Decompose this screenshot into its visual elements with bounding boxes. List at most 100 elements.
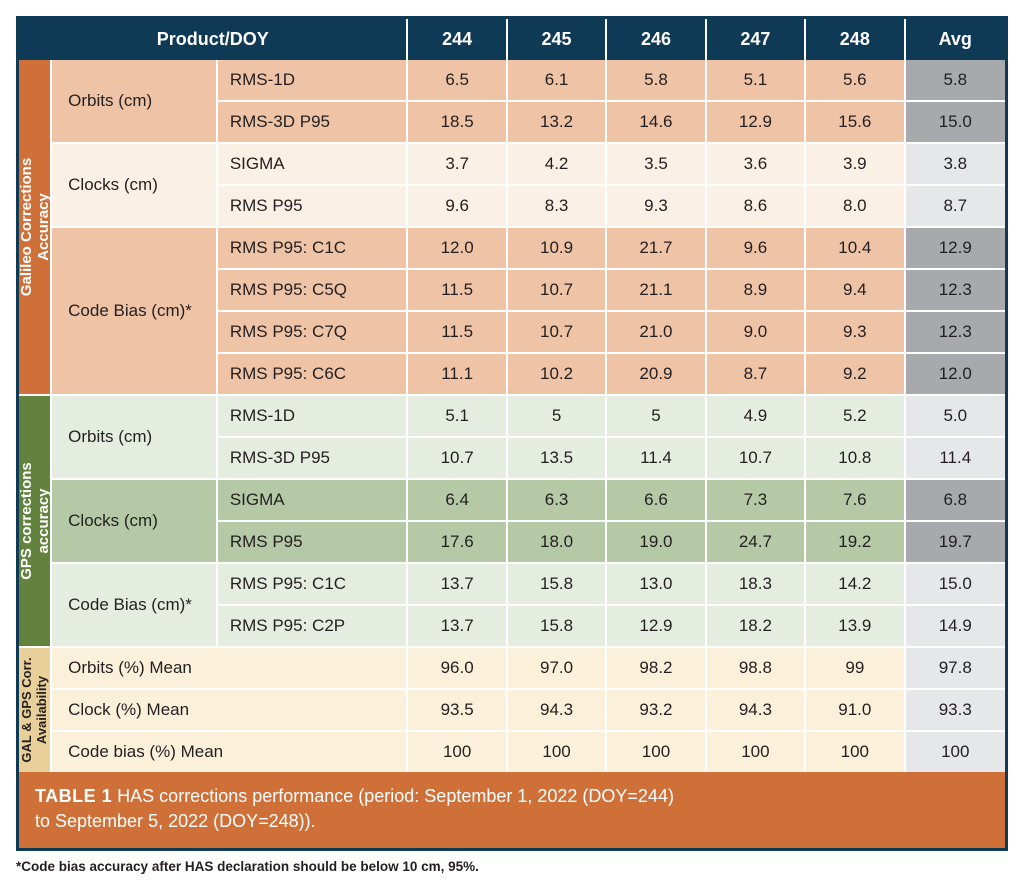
value-cell: 10.4 bbox=[806, 226, 905, 268]
value-cell: 10.9 bbox=[508, 226, 607, 268]
avg-cell: 6.8 bbox=[906, 478, 1005, 520]
value-cell: 5 bbox=[508, 394, 607, 436]
table-row: Code Bias (cm)*RMS P95: C1C13.715.813.01… bbox=[19, 562, 1005, 604]
group-label: Code Bias (cm)* bbox=[52, 562, 218, 646]
value-cell: 93.2 bbox=[607, 688, 706, 730]
value-cell: 12.0 bbox=[408, 226, 507, 268]
value-cell: 15.6 bbox=[806, 100, 905, 142]
table-row: Clocks (cm)SIGMA3.74.23.53.63.93.8 bbox=[19, 142, 1005, 184]
metric-label: RMS P95: C5Q bbox=[218, 268, 409, 310]
group-label: Orbits (cm) bbox=[52, 394, 218, 478]
avg-cell: 12.9 bbox=[906, 226, 1005, 268]
value-cell: 13.5 bbox=[508, 436, 607, 478]
value-cell: 100 bbox=[508, 730, 607, 772]
caption-line1: HAS corrections performance (period: Sep… bbox=[112, 786, 674, 806]
value-cell: 5.6 bbox=[806, 60, 905, 100]
value-cell: 11.4 bbox=[607, 436, 706, 478]
col-day-246: 246 bbox=[607, 19, 706, 60]
value-cell: 14.2 bbox=[806, 562, 905, 604]
value-cell: 12.9 bbox=[607, 604, 706, 646]
avg-cell: 19.7 bbox=[906, 520, 1005, 562]
value-cell: 13.2 bbox=[508, 100, 607, 142]
table-wrapper: Product/DOY 244 245 246 247 248 Avg Gali… bbox=[16, 16, 1008, 874]
table-row: GAL & GPS Corr.AvailabilityOrbits (%) Me… bbox=[19, 646, 1005, 688]
metric-label: RMS P95: C1C bbox=[218, 562, 409, 604]
metric-label: SIGMA bbox=[218, 142, 409, 184]
value-cell: 96.0 bbox=[408, 646, 507, 688]
value-cell: 8.3 bbox=[508, 184, 607, 226]
table-body: Galileo CorrectionsAccuracyOrbits (cm)RM… bbox=[19, 60, 1005, 772]
value-cell: 18.3 bbox=[707, 562, 806, 604]
value-cell: 100 bbox=[806, 730, 905, 772]
value-cell: 94.3 bbox=[508, 688, 607, 730]
value-cell: 5.1 bbox=[408, 394, 507, 436]
value-cell: 100 bbox=[607, 730, 706, 772]
avg-cell: 14.9 bbox=[906, 604, 1005, 646]
value-cell: 11.1 bbox=[408, 352, 507, 394]
metric-label: SIGMA bbox=[218, 478, 409, 520]
metric-label: RMS-3D P95 bbox=[218, 436, 409, 478]
col-day-248: 248 bbox=[806, 19, 905, 60]
value-cell: 91.0 bbox=[806, 688, 905, 730]
metric-label: RMS-3D P95 bbox=[218, 100, 409, 142]
value-cell: 98.2 bbox=[607, 646, 706, 688]
value-cell: 100 bbox=[707, 730, 806, 772]
side-label-galileo: Galileo CorrectionsAccuracy bbox=[19, 60, 52, 394]
value-cell: 8.9 bbox=[707, 268, 806, 310]
col-avg: Avg bbox=[906, 19, 1005, 60]
value-cell: 3.9 bbox=[806, 142, 905, 184]
value-cell: 13.7 bbox=[408, 562, 507, 604]
metric-label: RMS P95: C1C bbox=[218, 226, 409, 268]
value-cell: 19.0 bbox=[607, 520, 706, 562]
value-cell: 6.6 bbox=[607, 478, 706, 520]
value-cell: 5.1 bbox=[707, 60, 806, 100]
value-cell: 9.4 bbox=[806, 268, 905, 310]
value-cell: 12.9 bbox=[707, 100, 806, 142]
metric-label: Code bias (%) Mean bbox=[52, 730, 408, 772]
value-cell: 9.6 bbox=[707, 226, 806, 268]
value-cell: 10.8 bbox=[806, 436, 905, 478]
value-cell: 4.9 bbox=[707, 394, 806, 436]
avg-cell: 5.0 bbox=[906, 394, 1005, 436]
corrections-table: Product/DOY 244 245 246 247 248 Avg Gali… bbox=[16, 16, 1008, 851]
value-cell: 3.5 bbox=[607, 142, 706, 184]
value-cell: 19.2 bbox=[806, 520, 905, 562]
value-cell: 10.7 bbox=[707, 436, 806, 478]
value-cell: 18.5 bbox=[408, 100, 507, 142]
avg-cell: 93.3 bbox=[906, 688, 1005, 730]
metric-label: RMS-1D bbox=[218, 60, 409, 100]
value-cell: 4.2 bbox=[508, 142, 607, 184]
group-label: Clocks (cm) bbox=[52, 142, 218, 226]
value-cell: 10.7 bbox=[508, 268, 607, 310]
value-cell: 5 bbox=[607, 394, 706, 436]
value-cell: 98.8 bbox=[707, 646, 806, 688]
value-cell: 11.5 bbox=[408, 310, 507, 352]
value-cell: 9.6 bbox=[408, 184, 507, 226]
avg-cell: 3.8 bbox=[906, 142, 1005, 184]
avg-cell: 12.0 bbox=[906, 352, 1005, 394]
table-row: Galileo CorrectionsAccuracyOrbits (cm)RM… bbox=[19, 60, 1005, 100]
avg-cell: 11.4 bbox=[906, 436, 1005, 478]
value-cell: 5.2 bbox=[806, 394, 905, 436]
value-cell: 100 bbox=[408, 730, 507, 772]
avg-cell: 15.0 bbox=[906, 100, 1005, 142]
value-cell: 11.5 bbox=[408, 268, 507, 310]
value-cell: 21.0 bbox=[607, 310, 706, 352]
value-cell: 9.3 bbox=[806, 310, 905, 352]
metric-label: Clock (%) Mean bbox=[52, 688, 408, 730]
value-cell: 20.9 bbox=[607, 352, 706, 394]
value-cell: 8.0 bbox=[806, 184, 905, 226]
value-cell: 9.2 bbox=[806, 352, 905, 394]
value-cell: 6.5 bbox=[408, 60, 507, 100]
header-row: Product/DOY 244 245 246 247 248 Avg bbox=[19, 19, 1005, 60]
value-cell: 18.2 bbox=[707, 604, 806, 646]
metric-label: RMS P95: C2P bbox=[218, 604, 409, 646]
value-cell: 18.0 bbox=[508, 520, 607, 562]
value-cell: 9.3 bbox=[607, 184, 706, 226]
value-cell: 6.1 bbox=[508, 60, 607, 100]
value-cell: 8.7 bbox=[707, 352, 806, 394]
value-cell: 8.6 bbox=[707, 184, 806, 226]
value-cell: 15.8 bbox=[508, 562, 607, 604]
col-day-247: 247 bbox=[707, 19, 806, 60]
group-label: Clocks (cm) bbox=[52, 478, 218, 562]
